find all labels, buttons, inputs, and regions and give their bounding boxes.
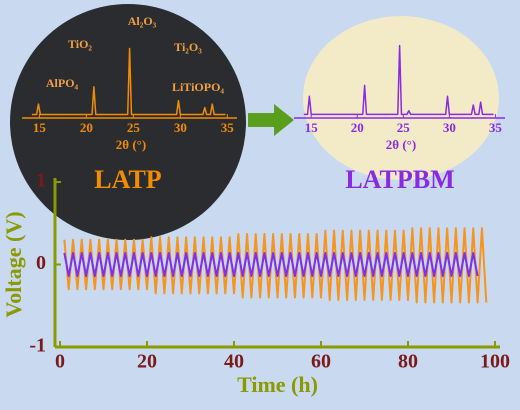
peak-annotation: Al₂O₃ [128, 14, 157, 28]
x-tick-label: 30 [443, 120, 456, 135]
y-tick-label: 0 [36, 252, 46, 274]
x-axis-label: Time (h) [237, 372, 318, 397]
x-tick-label: 60 [311, 351, 331, 373]
series-line [303, 44, 494, 116]
y-tick-label: 1 [36, 170, 46, 192]
peak-annotation: TiO₂ [68, 37, 92, 51]
x-tick-label: 20 [137, 351, 157, 373]
x-tick-label: 15 [33, 120, 47, 135]
y-tick-label: -1 [29, 335, 46, 357]
x-tick-label: 35 [489, 120, 503, 135]
arrow [248, 104, 294, 136]
x-tick-label: 80 [398, 351, 418, 373]
inset-title: LATPBM [345, 165, 454, 194]
inset-title: LATP [94, 165, 162, 194]
x-tick-label: 35 [221, 120, 235, 135]
x-tick-label: 0 [55, 351, 65, 373]
peak-annotation: Ti₂O₃ [174, 40, 202, 54]
y-axis-label: Voltage (V) [1, 211, 26, 317]
latp-pellet [10, 4, 246, 240]
x-tick-label: 15 [305, 120, 319, 135]
x-tick-label: 20 [351, 120, 364, 135]
x-tick-label: 30 [174, 120, 187, 135]
series-line [63, 251, 479, 278]
x-tick-label: 40 [224, 351, 244, 373]
x-axis-label: 2θ (°) [386, 137, 416, 152]
x-tick-label: 25 [127, 120, 141, 135]
series-line [31, 47, 226, 116]
peak-annotation: LiTiOPO₄ [172, 80, 224, 94]
x-tick-label: 25 [397, 120, 411, 135]
peak-annotation: AlPO₄ [46, 76, 79, 90]
x-axis-label: 2θ (°) [116, 137, 146, 152]
x-tick-label: 20 [80, 120, 93, 135]
x-tick-label: 100 [480, 351, 510, 373]
